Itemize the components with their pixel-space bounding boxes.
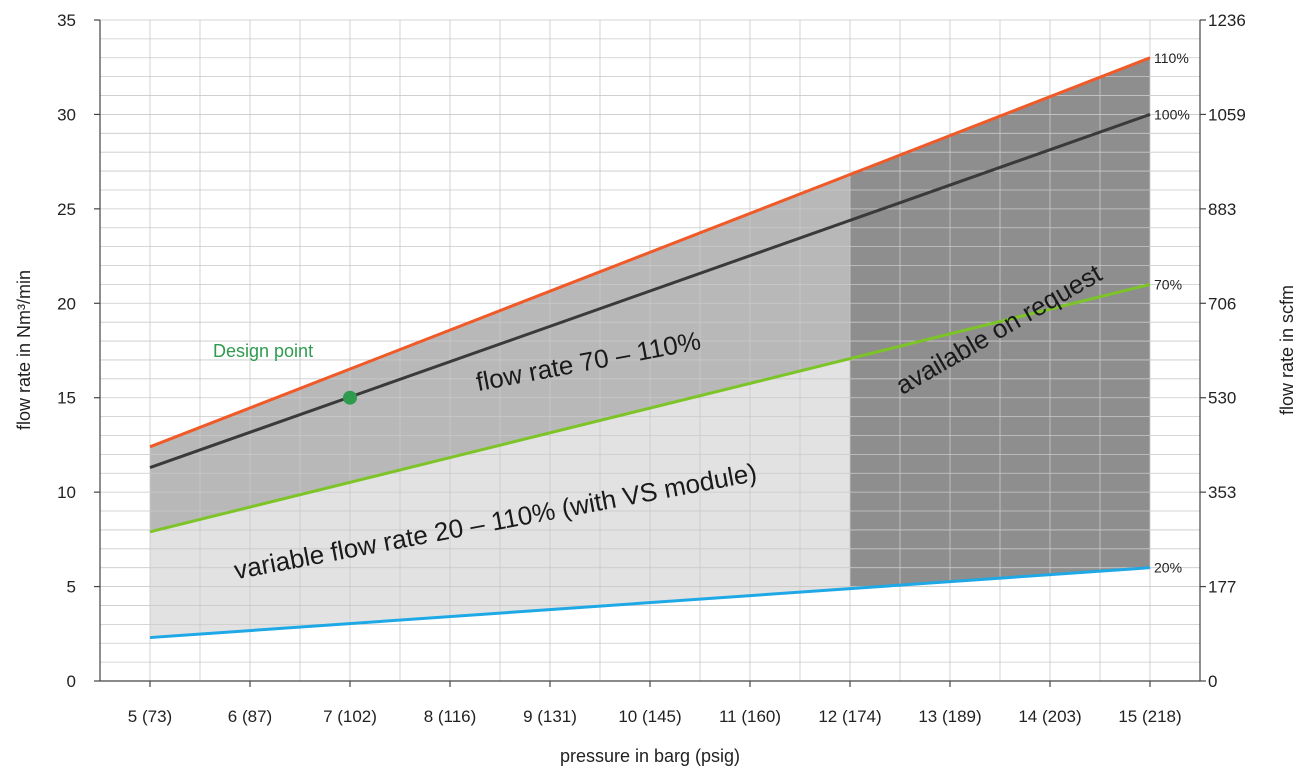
x-tick-label: 6 (87) (228, 707, 272, 726)
x-tick-label: 11 (160) (719, 707, 781, 726)
y-tick-label-left: 25 (57, 200, 76, 219)
series-label-110pct: 110% (1154, 50, 1189, 66)
series-line-110pct (149, 56, 1151, 449)
x-tick-label: 15 (218) (1118, 707, 1181, 726)
x-axis-title: pressure in barg (psig) (560, 746, 740, 766)
y-tick-label-right: 706 (1208, 294, 1236, 313)
y-tick-label-left: 30 (57, 105, 76, 124)
y-tick-label-right: 353 (1208, 483, 1236, 502)
x-tick-label: 9 (131) (523, 707, 577, 726)
y-tick-label-right: 0 (1208, 672, 1217, 691)
y-tick-label-right: 530 (1208, 389, 1236, 408)
series-line-70pct (149, 282, 1151, 534)
series-label-20pct: 20% (1154, 560, 1182, 576)
x-tick-label: 8 (116) (424, 707, 477, 726)
y-tick-label-left: 15 (57, 389, 76, 408)
x-tick-label: 14 (203) (1018, 707, 1081, 726)
y-tick-label-right: 883 (1208, 200, 1236, 219)
y-axis-title-left: flow rate in Nm³/min (14, 270, 34, 430)
series-layer (149, 56, 1151, 640)
x-tick-label: 12 (174) (818, 707, 881, 726)
x-tick-label: 7 (102) (323, 707, 377, 726)
grid-layer (99, 19, 1201, 682)
y-tick-label-left: 10 (57, 483, 76, 502)
y-axis-title-right: flow rate in scfm (1277, 285, 1297, 415)
y-tick-label-left: 35 (57, 11, 76, 30)
design-point-marker (343, 390, 357, 405)
x-tick-label: 10 (145) (618, 707, 681, 726)
series-label-100pct: 100% (1154, 106, 1190, 122)
x-tick-label: 5 (73) (128, 707, 172, 726)
design-point-label: Design point (213, 341, 313, 361)
y-tick-label-right: 1059 (1208, 105, 1246, 124)
y-tick-label-left: 0 (67, 672, 76, 691)
series-line-20pct (149, 566, 1151, 640)
x-tick-label: 13 (189) (918, 707, 981, 726)
axes-layer (94, 19, 1206, 687)
y-tick-label-right: 1236 (1208, 11, 1246, 30)
series-line-100pct (149, 113, 1151, 470)
y-tick-label-right: 177 (1208, 578, 1236, 597)
y-tick-label-left: 20 (57, 294, 76, 313)
y-tick-label-left: 5 (67, 578, 76, 597)
series-label-70pct: 70% (1154, 276, 1182, 292)
